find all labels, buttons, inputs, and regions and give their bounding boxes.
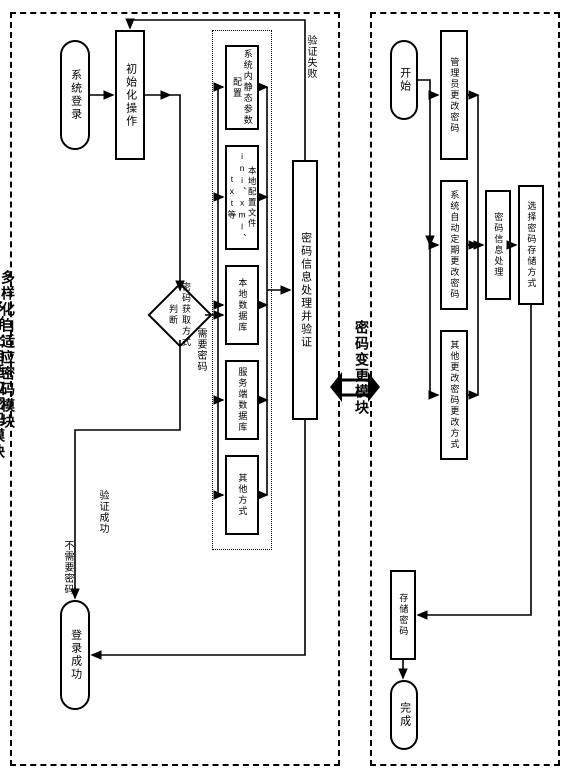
node-verify: 密码信息处理并验证 bbox=[292, 160, 318, 420]
init-label: 初始化操作 bbox=[123, 63, 136, 128]
verify-label: 密码信息处理并验证 bbox=[298, 232, 311, 349]
opt5-label: 其他方式 bbox=[237, 473, 248, 517]
opt4-label: 服务端数据库 bbox=[237, 367, 248, 433]
node-done: 完成 bbox=[390, 680, 418, 750]
lbl-need-pwd: 需要密码 bbox=[193, 328, 208, 372]
node-m3: 其他更改密码更改方式 bbox=[440, 330, 468, 460]
node-opt3: 本地数据库 bbox=[225, 265, 259, 345]
opt3-label: 本地数据库 bbox=[237, 278, 248, 333]
node-start: 开始 bbox=[390, 40, 418, 120]
node-success: 登录成功 bbox=[60, 600, 90, 710]
done-label: 完成 bbox=[397, 702, 410, 728]
node-opt5: 其他方式 bbox=[225, 455, 259, 535]
lbl-fail: 验证失败 bbox=[303, 35, 318, 79]
node-choose: 选择密码存储方式 bbox=[518, 185, 544, 305]
m1-label: 管理员更改密码 bbox=[449, 57, 460, 134]
success-label: 登录成功 bbox=[68, 629, 81, 681]
left-module-label: 多样化自适应密码模块 bbox=[0, 270, 18, 490]
m2-label: 系统自动定期更改密码 bbox=[449, 190, 460, 300]
opt1-label: 系统内静态参数配置 bbox=[231, 47, 253, 128]
node-store: 存储密码 bbox=[390, 570, 416, 660]
node-init: 初始化操作 bbox=[115, 30, 145, 160]
node-m2: 系统自动定期更改密码 bbox=[440, 180, 468, 310]
lbl-ok: 验证成功 bbox=[95, 490, 110, 534]
proc-label: 密码信息处理 bbox=[493, 212, 504, 278]
node-m1: 管理员更改密码 bbox=[440, 30, 468, 160]
node-opt1: 系统内静态参数配置 bbox=[225, 45, 259, 130]
start-label: 开始 bbox=[397, 67, 410, 93]
node-opt2: 本地配置文件 ini、xml、txt等 bbox=[225, 145, 259, 250]
lbl-no-pwd: 不需要密码 bbox=[60, 540, 75, 595]
right-module-label: 密码变更模块 bbox=[352, 320, 372, 460]
m3-label: 其他更改密码更改方式 bbox=[449, 340, 460, 450]
node-proc: 密码信息处理 bbox=[485, 190, 511, 300]
node-opt4: 服务端数据库 bbox=[225, 360, 259, 440]
opt2-label: 本地配置文件 ini、xml、txt等 bbox=[227, 147, 258, 248]
store-label: 存储密码 bbox=[398, 593, 409, 637]
choose-label: 选择密码存储方式 bbox=[526, 201, 537, 289]
login-label: 系统登录 bbox=[68, 69, 81, 121]
node-login: 系统登录 bbox=[60, 40, 90, 150]
